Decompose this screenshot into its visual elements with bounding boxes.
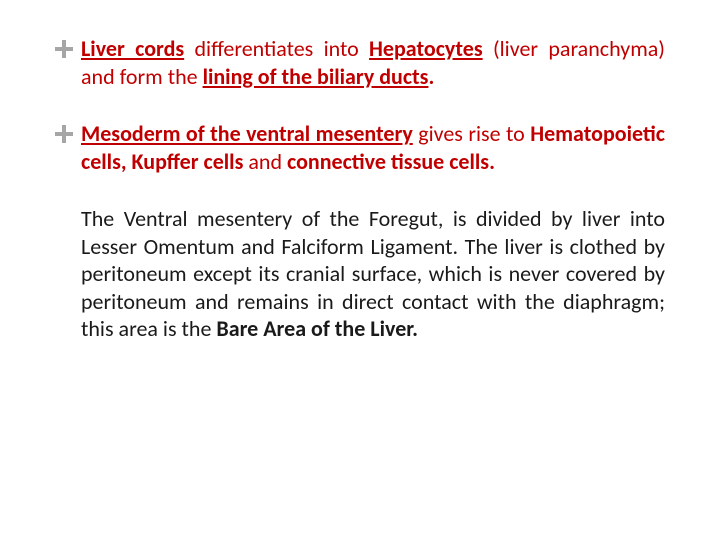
bullet-2-text: Mesoderm of the ventral mesentery gives … xyxy=(81,120,665,175)
slide: Liver cords differentiates into Hepatocy… xyxy=(0,0,720,540)
text-run: connective tissue cells. xyxy=(282,148,495,175)
text-run: gives rise to xyxy=(413,120,530,147)
text-run: Bare Area of the Liver. xyxy=(216,315,418,342)
text-run: differentiates into xyxy=(184,35,369,62)
text-run: Mesoderm of the ventral mesentery xyxy=(81,120,413,147)
text-run: lining of the biliary ducts xyxy=(203,63,429,90)
text-run: Liver cords xyxy=(81,35,184,62)
text-run: and xyxy=(248,148,282,175)
plus-icon xyxy=(55,40,73,58)
bullet-2: Mesoderm of the ventral mesentery gives … xyxy=(55,120,665,175)
bullet-3-text: The Ventral mesentery of the Foregut, is… xyxy=(81,205,665,343)
text-run: . xyxy=(428,63,434,90)
plus-icon xyxy=(55,125,73,143)
bullet-3: The Ventral mesentery of the Foregut, is… xyxy=(55,205,665,343)
text-run: Hepatocytes xyxy=(369,35,483,62)
bullet-1-text: Liver cords differentiates into Hepatocy… xyxy=(81,35,665,90)
bullet-1: Liver cords differentiates into Hepatocy… xyxy=(55,35,665,90)
